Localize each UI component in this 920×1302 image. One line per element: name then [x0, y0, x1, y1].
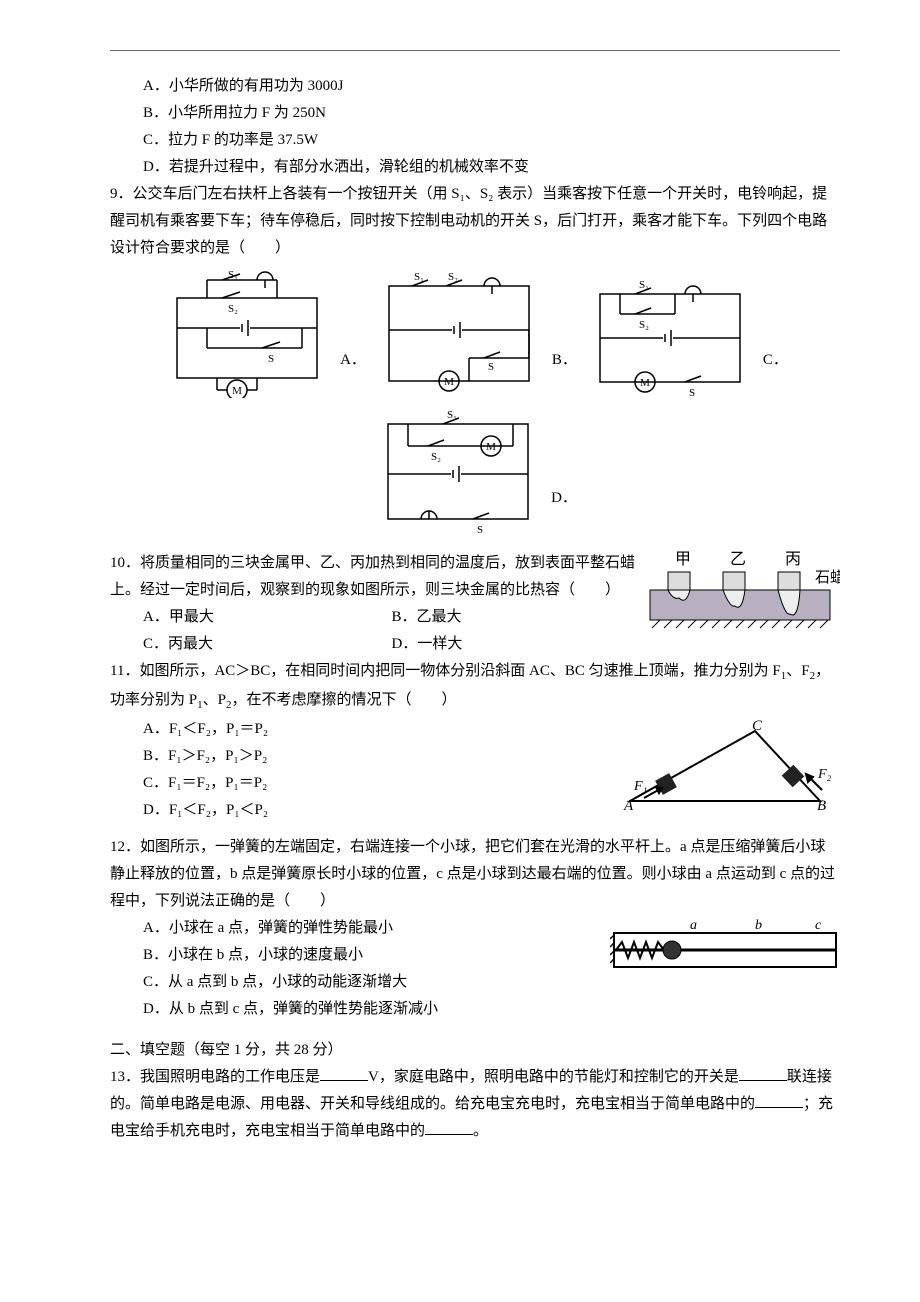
svg-text:乙: 乙	[730, 551, 746, 568]
q13-blank-1	[320, 1065, 368, 1081]
svg-text:S: S	[488, 361, 494, 373]
svg-text:M: M	[486, 441, 496, 453]
circuit-b-svg: M S₁ S₂ S	[374, 268, 544, 398]
svg-text:S₂: S₂	[448, 271, 458, 283]
svg-text:石蜡: 石蜡	[815, 569, 840, 586]
q12-opt-a: A．小球在 a 点，弹簧的弹性势能最小	[143, 915, 610, 942]
svg-text:S₁: S₁	[639, 279, 649, 291]
svg-text:b: b	[755, 918, 762, 933]
svg-text:S: S	[477, 524, 483, 536]
svg-text:M: M	[640, 377, 650, 389]
q9-circuit-c: M S₁ S₂ S C．	[585, 268, 788, 398]
svg-text:S₂: S₂	[228, 303, 238, 315]
q9-label-c: C．	[763, 347, 788, 398]
q11-stem-b: 、F	[786, 663, 809, 679]
page-rule	[110, 50, 840, 51]
svg-text:B: B	[817, 798, 826, 814]
svg-text:C: C	[752, 718, 763, 734]
q9-circuit-d: M S₁ S₂ S D．	[373, 406, 577, 536]
q11-body: A．F₁＜F₂，P₁＝P₂ B．F₁＞F₂，P₁＞P₂ C．F₁＝F₂，P₁＝P…	[110, 716, 840, 824]
q13-blank-3	[755, 1092, 803, 1108]
q10-opt-a: A．甲最大	[143, 604, 392, 631]
q8-opt-c: C．拉力 F 的功率是 37.5W	[143, 127, 840, 154]
q9-circuit-b: M S₁ S₂ S B．	[374, 268, 577, 398]
q10-block: 10．将质量相同的三块金属甲、乙、丙加热到相同的温度后，放到表面平整石蜡上。经过…	[110, 550, 840, 658]
svg-text:S₁: S₁	[447, 409, 457, 421]
q10-figure: 甲 乙 丙 石蜡	[640, 550, 840, 645]
q13-a: 13．我国照明电路的工作电压是	[110, 1069, 320, 1085]
q13: 13．我国照明电路的工作电压是 V，家庭电路中，照明电路中的节能灯和控制它的开关是…	[110, 1064, 840, 1145]
q9-label-a: A．	[340, 347, 366, 398]
circuit-a-svg: M S₁ S₂ S	[162, 268, 332, 398]
q8-opt-d: D．若提升过程中，有部分水洒出，滑轮组的机械效率不变	[143, 154, 840, 181]
q10-opt-d: D．一样大	[392, 631, 641, 658]
q11-stem: 11．如图所示，AC＞BC，在相同时间内把同一物体分别沿斜面 AC、BC 匀速推…	[110, 658, 840, 716]
svg-text:c: c	[815, 918, 822, 933]
svg-text:F₁: F₁	[633, 779, 647, 794]
q11-opt-c: C．F₁＝F₂，P₁＝P₂	[143, 770, 610, 797]
svg-text:S₁: S₁	[228, 269, 238, 281]
q10-options: A．甲最大 B．乙最大 C．丙最大 D．一样大	[110, 604, 640, 658]
q12-opt-b: B．小球在 b 点，小球的速度最小	[143, 942, 610, 969]
svg-text:S: S	[689, 387, 695, 398]
q12-figure: a b c	[610, 915, 840, 979]
svg-text:S₂: S₂	[431, 451, 441, 463]
q11-opt-b: B．F₁＞F₂，P₁＞P₂	[143, 743, 610, 770]
q13-blank-2	[739, 1065, 787, 1081]
q11-stem-a: 11．如图所示，AC＞BC，在相同时间内把同一物体分别沿斜面 AC、BC 匀速推…	[110, 663, 781, 679]
svg-text:丙: 丙	[785, 551, 801, 568]
q11-figure: A B C F₁ F₂	[610, 716, 840, 816]
q11-stem-d: 、P	[203, 692, 226, 708]
svg-text:F₂: F₂	[817, 767, 832, 782]
q9-circuits: M S₁ S₂ S A．	[110, 268, 840, 536]
q10-opt-c: C．丙最大	[143, 631, 392, 658]
circuit-d-svg: M S₁ S₂ S	[373, 406, 543, 536]
svg-text:S: S	[268, 353, 274, 365]
svg-text:M: M	[444, 376, 454, 388]
svg-text:S₂: S₂	[639, 319, 649, 331]
svg-text:M: M	[232, 385, 242, 397]
q9-label-b: B．	[552, 347, 577, 398]
q13-blank-4	[425, 1119, 473, 1135]
q9-circuit-a: M S₁ S₂ S A．	[162, 268, 366, 398]
svg-text:S₁: S₁	[414, 271, 424, 283]
svg-text:a: a	[690, 918, 697, 933]
svg-text:A: A	[623, 798, 634, 814]
q11-stem-e: ，在不考虑摩擦的情况下（ ）	[231, 692, 456, 708]
q12-body: A．小球在 a 点，弹簧的弹性势能最小 B．小球在 b 点，小球的速度最小 C．…	[110, 915, 840, 1023]
q11-opt-d: D．F₁＜F₂，P₁＜P₂	[143, 797, 610, 824]
circuit-c-svg: M S₁ S₂ S	[585, 268, 755, 398]
q12-opt-c: C．从 a 点到 b 点，小球的动能逐渐增大	[143, 969, 610, 996]
q13-e: 。	[473, 1123, 488, 1139]
section2-title: 二、填空题（每空 1 分，共 28 分）	[110, 1037, 840, 1064]
q10-stem: 10．将质量相同的三块金属甲、乙、丙加热到相同的温度后，放到表面平整石蜡上。经过…	[110, 550, 640, 604]
svg-text:甲: 甲	[675, 551, 691, 568]
q11-opt-a: A．F₁＜F₂，P₁＝P₂	[143, 716, 610, 743]
q9-label-d: D．	[551, 485, 577, 536]
q8-opt-b: B．小华所用拉力 F 为 250N	[143, 100, 840, 127]
q12-opt-d: D．从 b 点到 c 点，弹簧的弹性势能逐渐减小	[143, 996, 610, 1023]
q13-b: V，家庭电路中，照明电路中的节能灯和控制它的开关是	[368, 1069, 739, 1085]
q9-stem: 9．公交车后门左右扶杆上各装有一个按钮开关（用 S₁、S₂ 表示）当乘客按下任意…	[110, 181, 840, 262]
q12-stem: 12．如图所示，一弹簧的左端固定，右端连接一个小球，把它们套在光滑的水平杆上。a…	[110, 834, 840, 915]
q8-opt-a: A．小华所做的有用功为 3000J	[143, 73, 840, 100]
q10-opt-b: B．乙最大	[392, 604, 641, 631]
q8-options: A．小华所做的有用功为 3000J B．小华所用拉力 F 为 250N C．拉力…	[110, 73, 840, 181]
